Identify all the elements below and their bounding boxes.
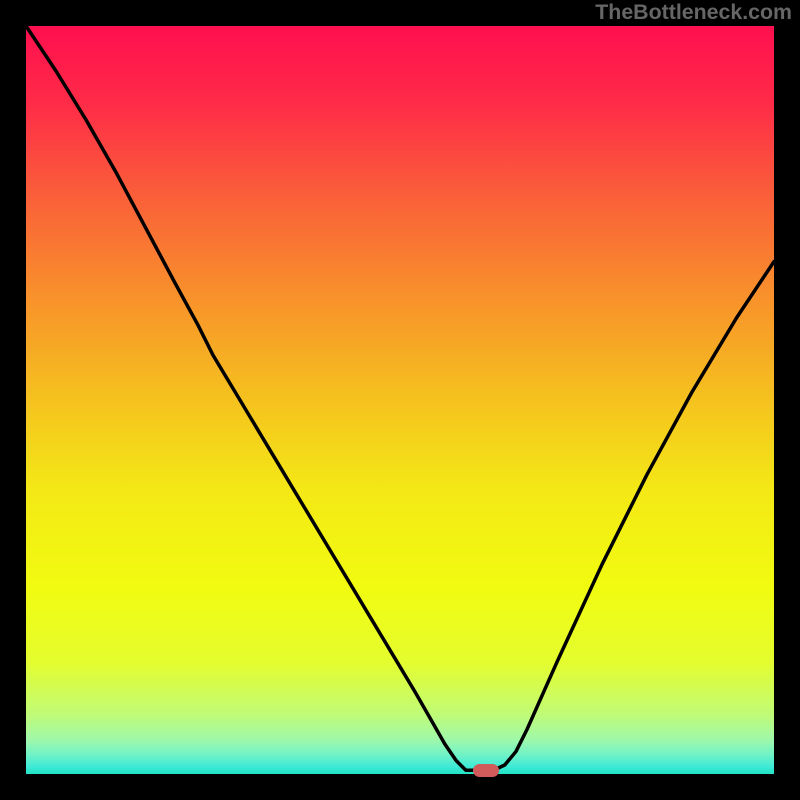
min-marker xyxy=(473,764,500,777)
chart-root: TheBottleneck.com xyxy=(0,0,800,800)
plot-frame xyxy=(26,26,774,774)
watermark-text: TheBottleneck.com xyxy=(595,0,792,25)
bottleneck-curve xyxy=(26,26,774,774)
curve-path xyxy=(26,26,774,770)
